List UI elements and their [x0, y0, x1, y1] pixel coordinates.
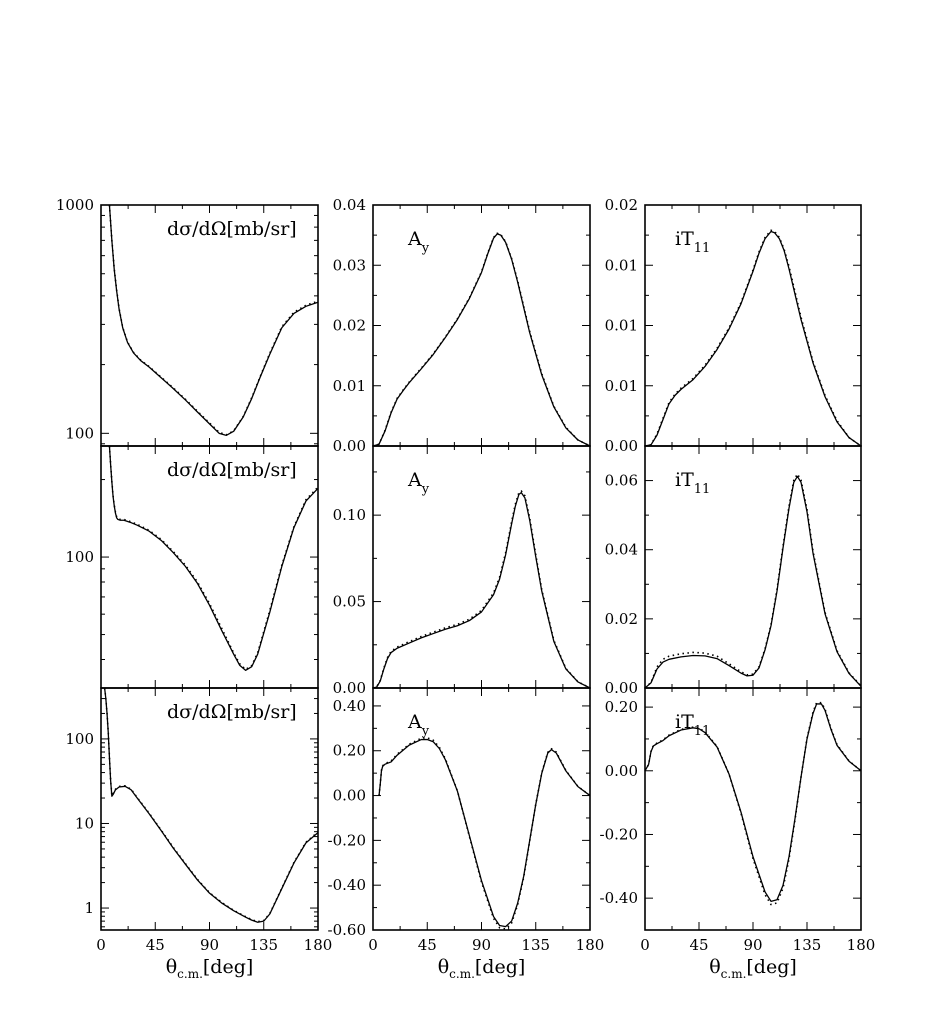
- panel-label: iT11: [675, 711, 710, 739]
- panel-r1-c0: 100 dσ/dΩ[mb/sr]: [65, 445, 319, 689]
- series-line-solid: [372, 492, 591, 689]
- x-tick-label: 135: [249, 936, 278, 954]
- y-tick-label: 0.00: [605, 437, 638, 455]
- x-axis-title: θc.m.[deg]: [709, 956, 797, 981]
- series-line-solid: [644, 475, 862, 689]
- x-tick-label: 135: [793, 936, 822, 954]
- x-tick-label: 0: [96, 936, 106, 954]
- y-tick-label: 0.04: [605, 541, 638, 559]
- panel-r0-c0: 100 1000 dσ/dΩ[mb/sr]: [56, 196, 319, 447]
- x-tick-label: 90: [200, 936, 219, 954]
- series-line-solid: [644, 703, 862, 902]
- panel-frame: [100, 445, 319, 689]
- y-tick-label: 0.20: [333, 742, 366, 760]
- panel-label: Ay: [407, 711, 430, 739]
- x-tick-label: 0: [640, 936, 650, 954]
- y-tick-label: 0.00: [605, 762, 638, 780]
- y-tick-label: 0.01: [605, 256, 638, 274]
- y-tick-label: 0.02: [333, 317, 366, 335]
- series-line-solid: [372, 233, 591, 447]
- y-tick-label: -0.20: [600, 825, 638, 843]
- y-tick-label: 1: [84, 899, 94, 917]
- y-tick-label: 1000: [56, 196, 94, 214]
- panel-frame: [100, 204, 319, 447]
- panel-r1-c1: 0.00 0.05 0.10 Ay: [333, 445, 591, 697]
- x-tick-label: 135: [521, 936, 550, 954]
- panel-r0-c2: 0.00 0.01 0.01 0.01 0.02 iT11: [605, 196, 862, 455]
- y-tick-label: 0.40: [333, 697, 366, 715]
- panel-frame: [372, 687, 591, 931]
- y-tick-label: 0.02: [605, 610, 638, 628]
- y-tick-label: 0.06: [605, 472, 638, 490]
- series-line-dotted: [372, 490, 591, 689]
- panel-r1-c2: 0.00 0.02 0.04 0.06 iT11: [605, 445, 862, 697]
- panel-label: dσ/dΩ[mb/sr]: [167, 218, 297, 240]
- y-tick-label: 0.04: [333, 196, 366, 214]
- series-line-dotted: [644, 473, 862, 689]
- panel-label: dσ/dΩ[mb/sr]: [167, 459, 297, 481]
- y-tick-label: 10: [75, 814, 94, 832]
- series-line-solid: [108, 204, 319, 436]
- panel-frame: [372, 445, 591, 689]
- y-tick-label: 0.00: [333, 437, 366, 455]
- y-tick-label: 0.01: [605, 377, 638, 395]
- y-tick-label: 100: [65, 548, 94, 566]
- series-line-dotted: [644, 229, 862, 447]
- x-tick-label: 180: [576, 936, 605, 954]
- panel-frame: [372, 204, 591, 447]
- y-tick-label: 0.01: [605, 317, 638, 335]
- y-tick-label: 0.03: [333, 256, 366, 274]
- x-tick-label: 45: [146, 936, 165, 954]
- x-axis-title: θc.m.[deg]: [166, 956, 254, 981]
- y-tick-label: 0.01: [333, 377, 366, 395]
- panel-label: iT11: [675, 228, 710, 256]
- y-tick-label: 0.02: [605, 196, 638, 214]
- y-tick-label: 0.10: [333, 506, 366, 524]
- panel-label: Ay: [407, 228, 430, 256]
- panel-r2-c2: -0.40 -0.20 0.00 0.20 iT11: [600, 687, 862, 931]
- series-line-solid: [103, 687, 319, 923]
- panel-r2-c1: -0.60 -0.40 -0.20 0.00 0.20 0.40 Ay: [328, 687, 591, 939]
- series-line-dotted: [103, 687, 319, 923]
- panel-r2-c0: 1 10 100 dσ/dΩ[mb/sr]: [65, 687, 319, 931]
- panel-label: dσ/dΩ[mb/sr]: [167, 701, 297, 723]
- x-tick-label: 180: [847, 936, 876, 954]
- series-line-dotted: [378, 736, 591, 930]
- y-tick-label: 0.00: [333, 787, 366, 805]
- y-tick-label: 0.05: [333, 593, 366, 611]
- x-tick-label: 90: [743, 936, 762, 954]
- series-line-dotted: [372, 232, 591, 447]
- y-tick-label: -0.40: [328, 876, 366, 894]
- x-axis-title: θc.m.[deg]: [438, 956, 526, 981]
- y-tick-label: 0.20: [605, 698, 638, 716]
- y-tick-label: 0.00: [333, 679, 366, 697]
- y-tick-label: 100: [65, 730, 94, 748]
- y-tick-label: -0.40: [600, 889, 638, 907]
- x-tick-label: 90: [472, 936, 491, 954]
- y-tick-label: 100: [65, 424, 94, 442]
- x-tick-label: 0: [368, 936, 378, 954]
- y-tick-label: -0.60: [328, 921, 366, 939]
- x-tick-label: 180: [304, 936, 333, 954]
- x-axis-titles: 0 45 90 135 180 θc.m.[deg] 0 45 90 135 180 θc.m.[de…: [96, 936, 875, 981]
- x-tick-label: 45: [689, 936, 708, 954]
- series-line-solid: [644, 230, 862, 447]
- panel-r0-c1: 0.00 0.01 0.02 0.03 0.04 Ay: [333, 196, 591, 455]
- panel-label: iT11: [675, 469, 710, 497]
- y-tick-label: 0.00: [605, 679, 638, 697]
- series-line-dotted: [108, 204, 319, 436]
- series-line-solid: [378, 738, 591, 928]
- panels: 100 1000 dσ/dΩ[mb/sr] 0.00 0.01 0.02 0.03 0.04 A…: [56, 196, 862, 939]
- panel-label: Ay: [407, 469, 430, 497]
- y-tick-label: -0.20: [328, 831, 366, 849]
- x-tick-label: 45: [418, 936, 437, 954]
